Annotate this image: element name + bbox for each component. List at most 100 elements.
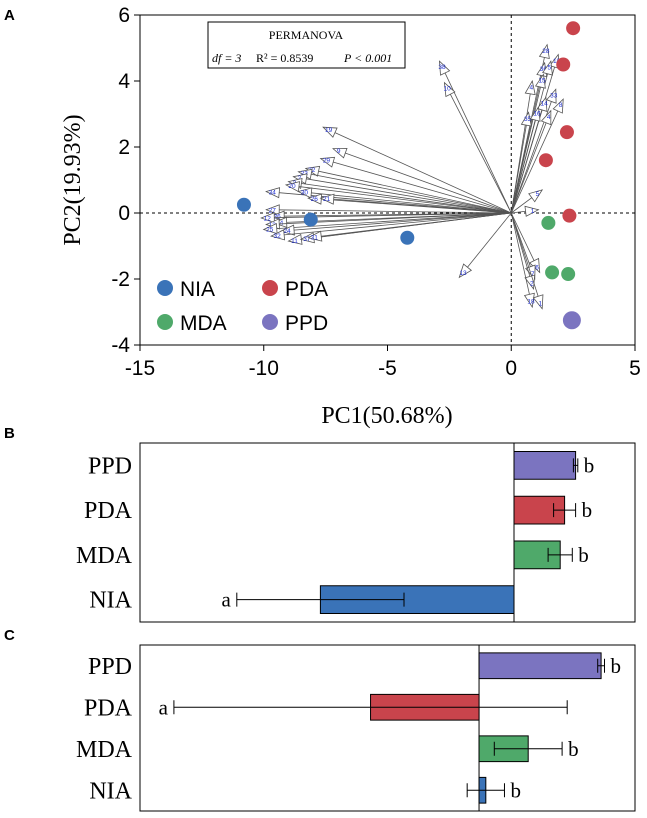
vector-line — [458, 212, 512, 278]
point-pda — [566, 21, 581, 36]
vector-line — [298, 171, 512, 214]
vector-arrowhead — [552, 98, 564, 114]
bar-chart-b: PPD b PDA b MDA b NIA a — [76, 442, 636, 623]
vector-line — [285, 184, 512, 214]
vector-arrowhead — [532, 294, 544, 310]
vector-arrowhead — [536, 96, 548, 112]
vector-label: 8 — [559, 102, 563, 109]
vector-arrowhead — [458, 263, 473, 279]
category-label: PDA — [84, 695, 133, 721]
significance-letter: b — [510, 778, 521, 802]
vector-arrowhead — [272, 216, 288, 228]
legend-marker-pda — [262, 280, 278, 296]
panel-label-c: C — [4, 627, 15, 644]
vector-line — [444, 82, 512, 214]
category-label: MDA — [76, 737, 133, 763]
vector-arrowhead — [270, 210, 285, 222]
pca-biplot: 3810199292223232034302621273612141325243… — [60, 4, 641, 429]
permanova-title: PERMANOVA — [269, 28, 344, 42]
vector-label: 13 — [459, 270, 467, 277]
vector-arrowhead — [297, 187, 313, 199]
bar-frame-b — [139, 442, 636, 623]
vector-arrowhead — [520, 111, 532, 127]
vector-line — [305, 168, 512, 214]
vector-label: 28 — [542, 48, 550, 55]
vector-label: 25 — [266, 227, 274, 234]
vector-label: 4 — [547, 114, 551, 121]
vector-label: 7 — [531, 271, 535, 278]
point-pda — [556, 57, 571, 72]
vector-label: 5 — [548, 65, 552, 72]
vector-label: 36 — [274, 214, 282, 221]
vector-arrowhead — [542, 60, 553, 76]
vector-arrowhead — [438, 60, 451, 76]
bar-ppd — [478, 652, 602, 680]
legend: NIA PDA MDA PPD — [157, 278, 328, 335]
point-nia — [303, 212, 318, 227]
vector-label: 21 — [323, 196, 331, 203]
vector-label: 2 — [530, 281, 534, 288]
vector-arrowhead — [262, 223, 278, 235]
vector-line — [510, 98, 564, 214]
panel-label-b: B — [4, 425, 15, 442]
vector-label: 27 — [269, 207, 277, 214]
vector-arrowhead — [332, 147, 348, 159]
vector-line — [293, 176, 512, 214]
vector-arrowhead — [529, 106, 541, 122]
vector-line — [263, 212, 512, 230]
legend-marker-nia — [157, 280, 173, 296]
y-tick-label: 2 — [118, 136, 130, 159]
vector-label: 24 — [283, 228, 291, 235]
vector-arrowhead — [319, 156, 336, 168]
category-label: NIA — [89, 588, 132, 614]
significance-letter: b — [582, 498, 593, 522]
vector-line — [510, 89, 557, 214]
vector-line — [322, 126, 512, 214]
vector-arrowhead — [443, 81, 456, 98]
vector-arrowhead — [265, 187, 281, 199]
vector-arrowhead — [534, 73, 546, 89]
vector-line — [510, 112, 529, 214]
vector-label: 19 — [325, 127, 333, 134]
significance-letter: b — [578, 543, 589, 567]
vector-line — [332, 148, 512, 214]
vector-label: 29 — [323, 158, 331, 165]
vector-label: 1 — [539, 300, 543, 307]
vector-arrowhead — [524, 79, 536, 96]
legend-marker-ppd — [262, 314, 278, 330]
vector-arrowhead — [279, 224, 295, 236]
legend-label-ppd: PPD — [285, 312, 328, 335]
legend-label-mda: MDA — [180, 312, 227, 335]
vector-label: 26 — [311, 196, 319, 203]
sample-points — [236, 21, 581, 330]
vector-label: 14 — [541, 101, 549, 108]
x-tick-label: 5 — [629, 357, 641, 380]
permanova-r2: R² = 0.8539 — [256, 51, 313, 65]
vector-label: 5 — [536, 191, 540, 198]
significance-letter: b — [568, 737, 579, 761]
vector-label: 31 — [311, 235, 319, 242]
bar-chart-c: PPD b PDA a MDA b NIA b — [76, 644, 636, 812]
category-label: PPD — [88, 453, 132, 479]
vector-line — [510, 97, 547, 214]
vector-line — [510, 107, 539, 214]
vector-line — [439, 61, 512, 214]
legend-label-nia: NIA — [180, 278, 215, 301]
y-tick-label: 0 — [118, 202, 130, 225]
vector-line — [261, 212, 512, 219]
vector-arrowhead — [307, 193, 323, 205]
vector-label: 38 — [438, 64, 446, 71]
vector-arrowhead — [270, 229, 286, 241]
point-mda — [541, 215, 556, 230]
panel-label-a: A — [4, 7, 15, 24]
vector-arrowhead — [265, 204, 280, 216]
y-tick-label: -2 — [111, 268, 130, 291]
vector-arrowhead — [528, 189, 544, 203]
vector-line — [510, 212, 533, 308]
vector-label: 6 — [535, 264, 539, 271]
significance-letter: b — [610, 654, 621, 678]
vector-arrowhead — [307, 230, 323, 242]
vector-label: 36 — [540, 66, 548, 73]
vector-line — [281, 212, 512, 232]
